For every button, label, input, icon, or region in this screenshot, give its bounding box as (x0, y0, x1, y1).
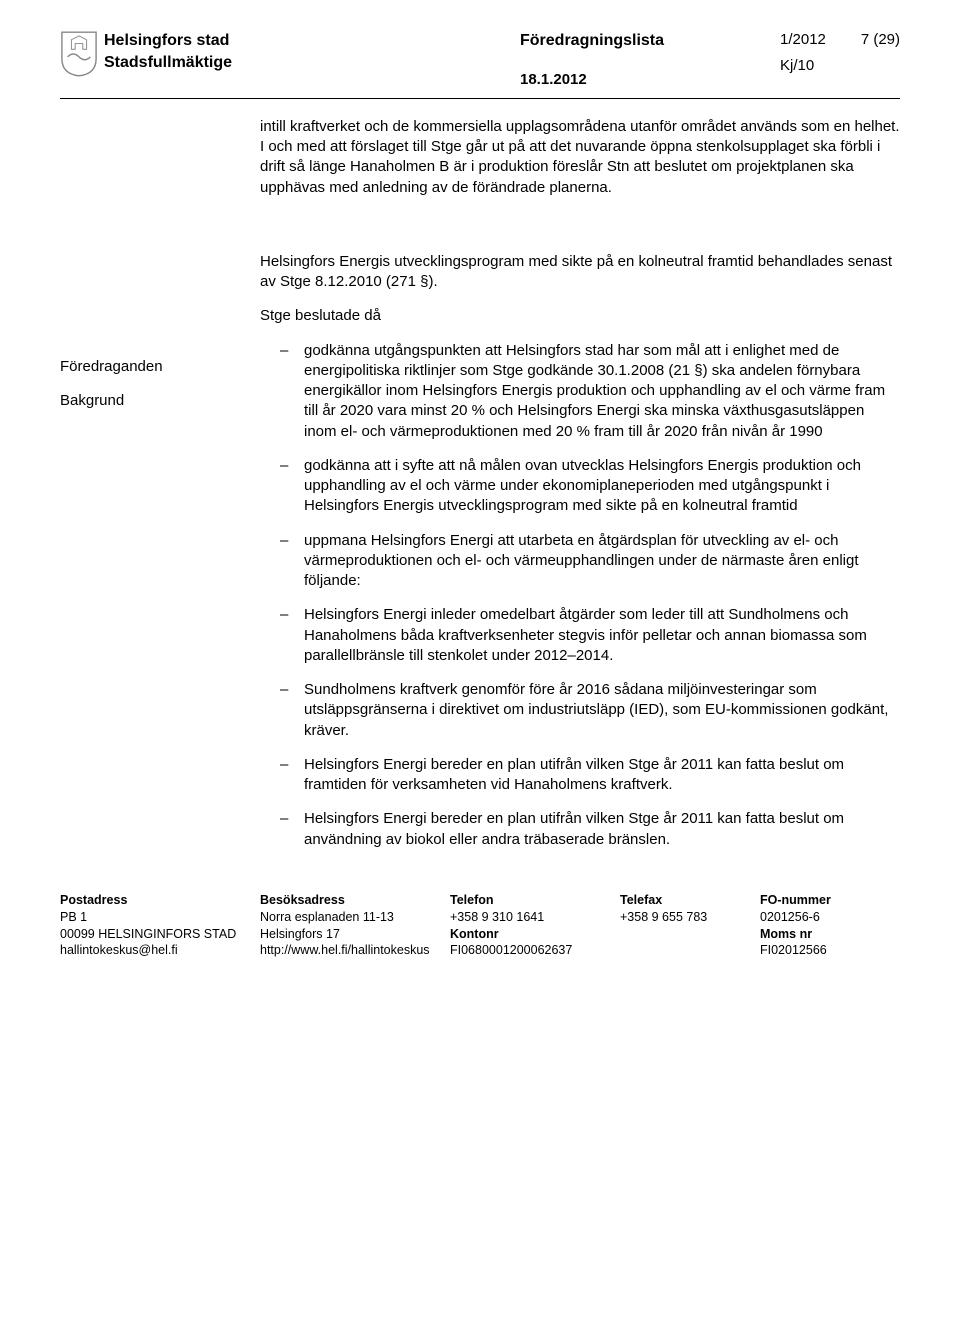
header-meta: 1/2012 Kj/10 7 (29) (780, 30, 900, 77)
footer-line: Norra esplanaden 11-13 (260, 909, 440, 926)
page-number: 7 (29) (861, 30, 900, 77)
footer-col-postadress: Postadress PB 1 00099 HELSINGINFORS STAD… (60, 892, 250, 960)
footer-heading: Telefax (620, 892, 750, 909)
case-ref: Kj/10 (780, 56, 826, 76)
doc-type: Föredragningslista (520, 30, 780, 52)
footer-line: 0201256-6 (760, 909, 880, 926)
doc-number: 1/2012 (780, 30, 826, 50)
footer-line: FI0680001200062637 (450, 942, 610, 959)
side-column: Föredraganden Bakgrund (60, 117, 260, 864)
footer-line: http://www.hel.fi/hallintokeskus (260, 942, 440, 959)
footer-col-telefax: Telefax +358 9 655 783 (620, 892, 750, 960)
city-crest-icon (60, 30, 98, 78)
page-footer: Postadress PB 1 00099 HELSINGINFORS STAD… (60, 892, 900, 960)
list-item: Helsingfors Energi inleder omedelbart åt… (280, 605, 900, 666)
main-column: intill kraftverket och de kommersiella u… (260, 117, 900, 864)
footer-heading: Moms nr (760, 926, 880, 943)
footer-line: Helsingfors 17 (260, 926, 440, 943)
list-item: Helsingfors Energi bereder en plan utifr… (280, 755, 900, 796)
footer-line: PB 1 (60, 909, 250, 926)
footer-heading: Postadress (60, 892, 250, 909)
list-item: Sundholmens kraftverk genomför före år 2… (280, 680, 900, 741)
footer-heading: Telefon (450, 892, 610, 909)
footer-col-telefon: Telefon +358 9 310 1641 Kontonr FI068000… (450, 892, 610, 960)
org-body: Stadsfullmäktige (104, 52, 520, 74)
footer-line: +358 9 655 783 (620, 909, 750, 926)
footer-line: 00099 HELSINGINFORS STAD (60, 926, 250, 943)
list-item: godkänna att i syfte att nå målen ovan u… (280, 456, 900, 517)
header-rule (60, 98, 900, 99)
footer-heading: Kontonr (450, 926, 610, 943)
footer-col-fonummer: FO-nummer 0201256-6 Moms nr FI02012566 (760, 892, 880, 960)
footer-line: hallintokeskus@hel.fi (60, 942, 250, 959)
header-org: Helsingfors stad Stadsfullmäktige (104, 30, 520, 73)
list-item: godkänna utgångspunkten att Helsingfors … (280, 341, 900, 442)
footer-line: +358 9 310 1641 (450, 909, 610, 926)
list-item: uppmana Helsingfors Energi att utarbeta … (280, 531, 900, 592)
document-page: Helsingfors stad Stadsfullmäktige Föredr… (0, 0, 960, 1329)
decision-list: godkänna utgångspunkten att Helsingfors … (280, 341, 900, 850)
side-label-bakgrund: Bakgrund (60, 391, 260, 411)
paragraph: Stge beslutade då (260, 306, 900, 326)
list-item: Helsingfors Energi bereder en plan utifr… (280, 809, 900, 850)
footer-col-besoksadress: Besöksadress Norra esplanaden 11-13 Hels… (260, 892, 440, 960)
paragraph: intill kraftverket och de kommersiella u… (260, 117, 900, 198)
page-header: Helsingfors stad Stadsfullmäktige Föredr… (60, 30, 900, 90)
header-doc-block: Föredragningslista 18.1.2012 (520, 30, 780, 90)
side-label-foredraganden: Föredraganden (60, 357, 260, 377)
footer-heading: Besöksadress (260, 892, 440, 909)
body-columns: Föredraganden Bakgrund intill kraftverke… (60, 117, 900, 864)
doc-date: 18.1.2012 (520, 70, 780, 90)
org-name: Helsingfors stad (104, 30, 520, 52)
paragraph: Helsingfors Energis utvecklingsprogram m… (260, 252, 900, 293)
footer-line: FI02012566 (760, 942, 880, 959)
footer-heading: FO-nummer (760, 892, 880, 909)
